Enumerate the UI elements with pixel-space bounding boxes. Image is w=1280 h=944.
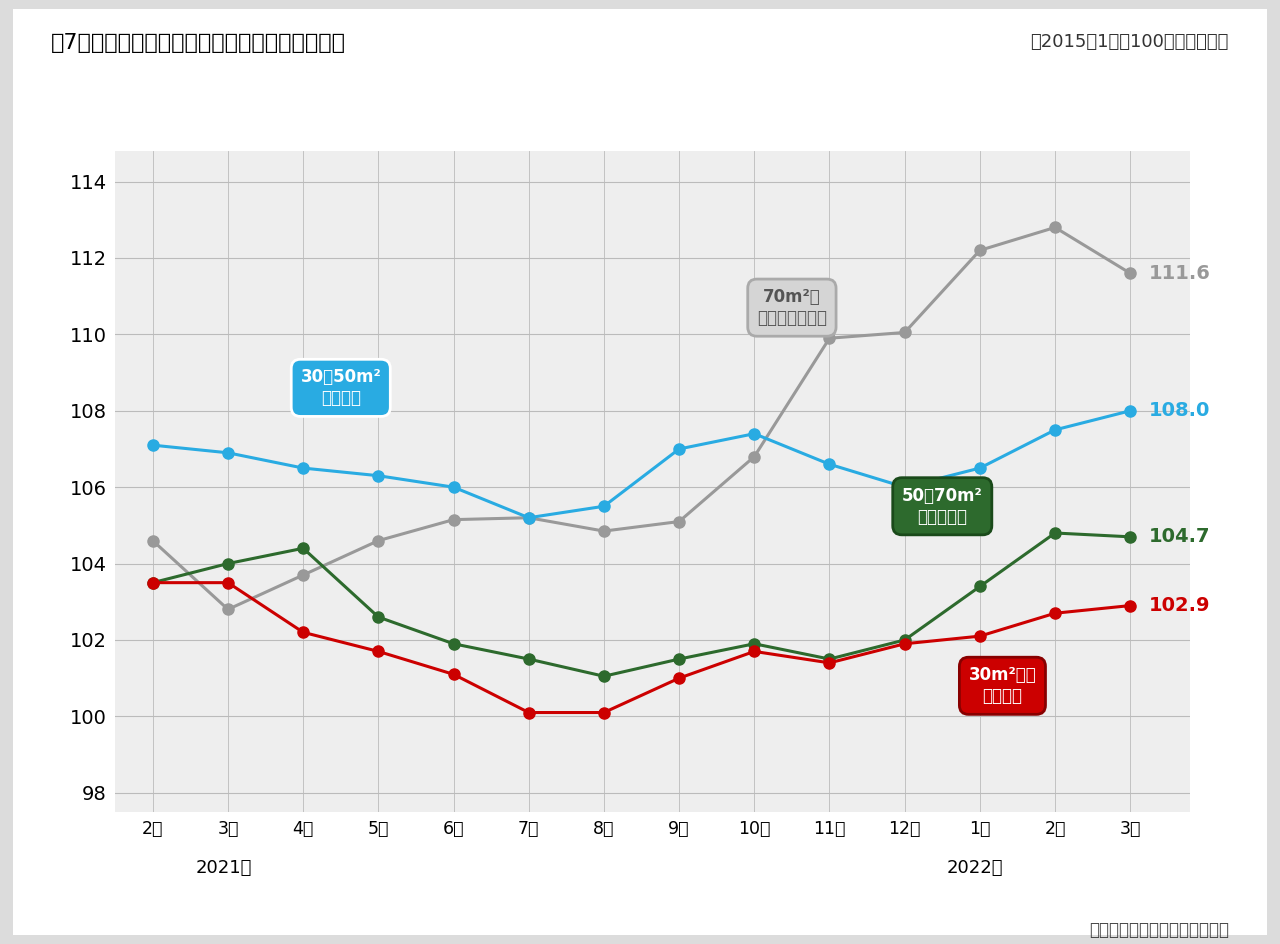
Text: 102.9: 102.9 [1149,596,1211,615]
Text: 2021年: 2021年 [196,859,252,877]
Text: 2022年: 2022年 [947,859,1004,877]
Text: 図7：【大阪市】マンション平均家賃指数の推移: 図7：【大阪市】マンション平均家賃指数の推移 [51,33,346,53]
Text: 出典：（株）アットホーム調べ: 出典：（株）アットホーム調べ [1089,921,1229,939]
Text: 104.7: 104.7 [1149,528,1211,547]
Text: 111.6: 111.6 [1149,263,1211,283]
Text: 70m²超
大型ファミリー: 70m²超 大型ファミリー [756,288,827,327]
Text: 50〜70m²
ファミリー: 50〜70m² ファミリー [902,487,983,526]
Text: 30〜50m²
カップル: 30〜50m² カップル [301,368,381,407]
Text: 108.0: 108.0 [1149,401,1211,420]
Text: （2015年1月＝100としたもの）: （2015年1月＝100としたもの） [1030,33,1229,51]
Text: 30m²以下
シングル: 30m²以下 シングル [969,666,1037,705]
